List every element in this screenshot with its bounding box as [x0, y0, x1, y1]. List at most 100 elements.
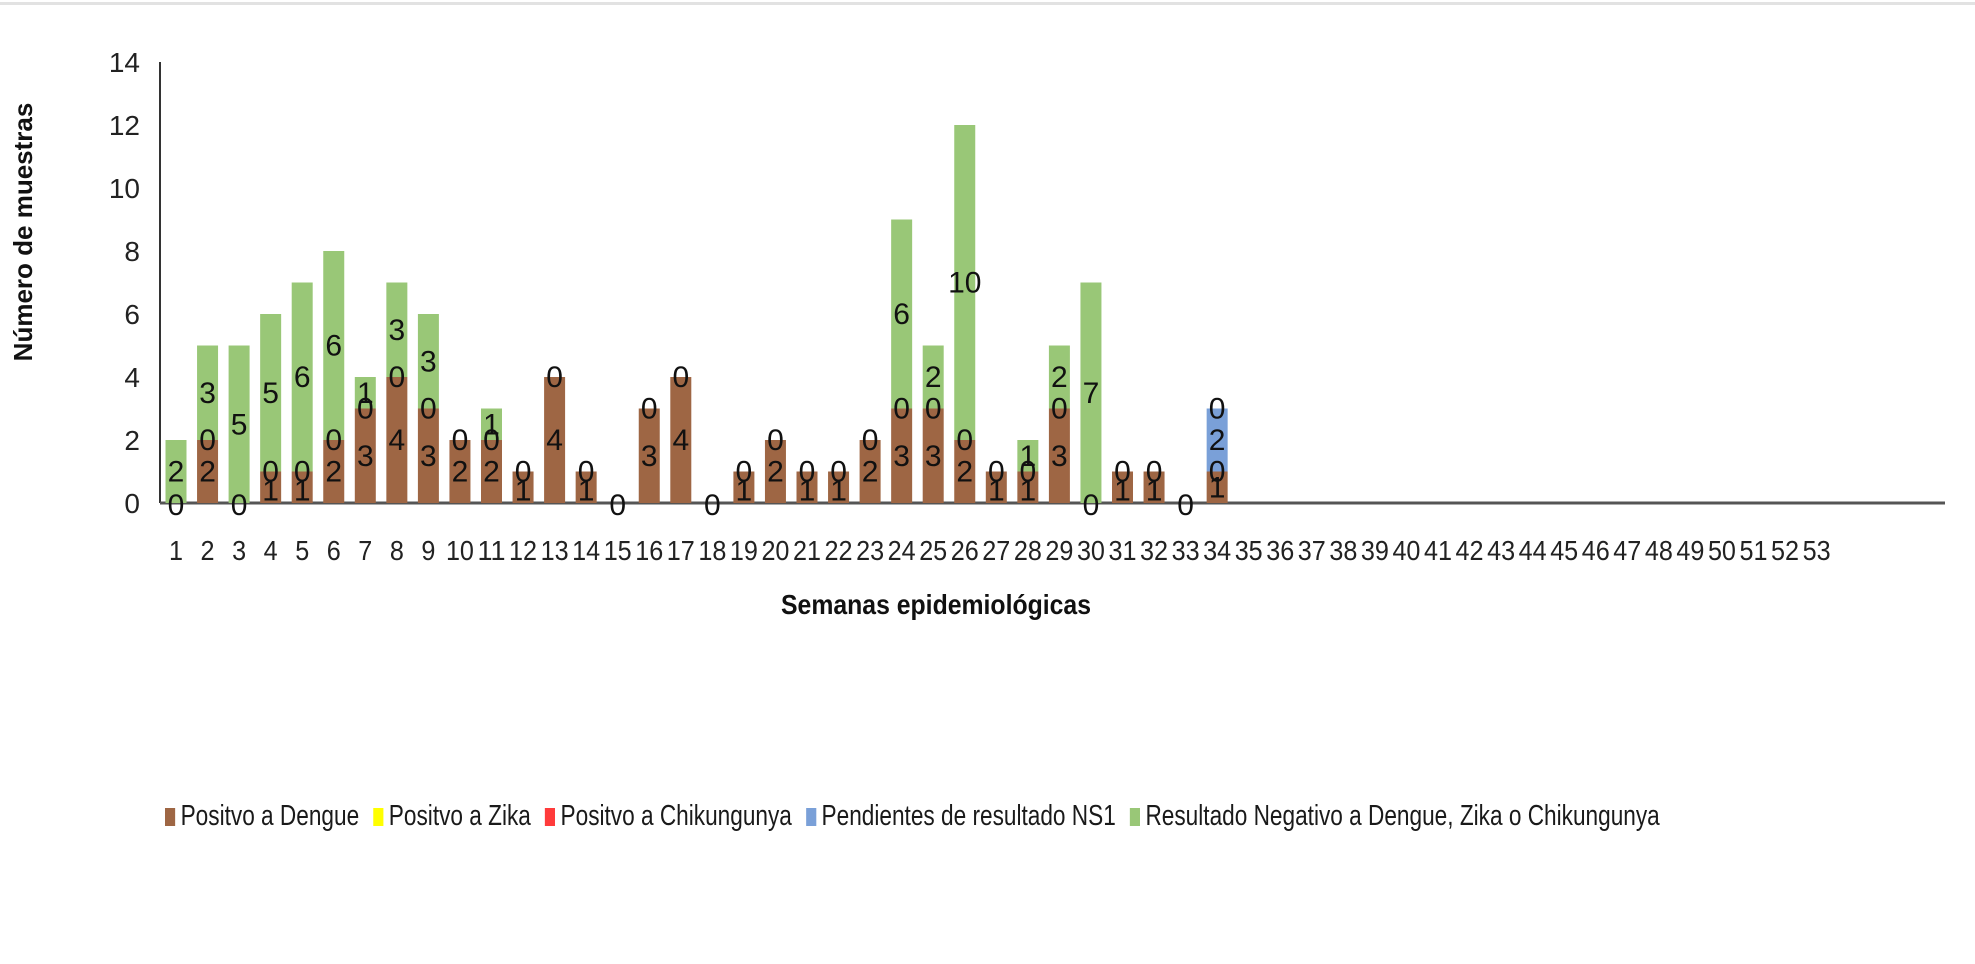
bar-segment	[670, 377, 692, 503]
bar-segment	[512, 471, 534, 503]
data-label: 2	[1209, 424, 1226, 457]
data-label: 1	[515, 474, 532, 507]
bar-segment	[354, 408, 376, 503]
y-axis-title: Número de muestras	[8, 103, 38, 362]
y-tick-label: 6	[124, 299, 140, 330]
bar-segment	[291, 282, 313, 472]
data-label: 6	[325, 330, 342, 363]
data-label: 0	[956, 424, 973, 457]
y-tick-label: 4	[124, 362, 140, 393]
x-tick-label: 20	[761, 535, 789, 566]
bar-segment	[985, 471, 1007, 503]
data-label: 0	[925, 393, 942, 426]
bar-segment	[1143, 471, 1165, 503]
data-label: 1	[799, 474, 816, 507]
data-label: 0	[1177, 489, 1194, 522]
data-label: 0	[893, 393, 910, 426]
data-label: 0	[1051, 393, 1068, 426]
data-label: 2	[483, 456, 500, 489]
data-label: 5	[231, 408, 248, 441]
bar-segment	[260, 314, 282, 472]
x-tick-label: 49	[1676, 535, 1704, 566]
x-tick-label: 19	[730, 535, 758, 566]
x-tick-label: 13	[541, 535, 569, 566]
legend-swatch	[373, 807, 384, 826]
bar-segment	[1206, 408, 1228, 472]
data-label: 0	[294, 456, 311, 489]
x-tick-label: 32	[1140, 535, 1168, 566]
bar-segment	[291, 471, 313, 503]
x-tick-label: 36	[1266, 535, 1294, 566]
bar-segment	[386, 282, 408, 377]
x-tick-label: 29	[1045, 535, 1073, 566]
legend-label: Positvo a Dengue	[180, 800, 360, 832]
data-label: 1	[357, 377, 374, 410]
data-label: 0	[389, 361, 406, 394]
bar-segment	[544, 377, 566, 503]
x-tick-label: 3	[232, 535, 246, 566]
bar-segment	[1206, 471, 1228, 503]
bar-segment	[260, 471, 282, 503]
x-tick-label: 9	[421, 535, 435, 566]
data-label: 3	[420, 345, 437, 378]
x-tick-label: 39	[1361, 535, 1389, 566]
x-tick-label: 50	[1708, 535, 1736, 566]
legend-label: Resultado Negativo a Dengue, Zika o Chik…	[1145, 800, 1660, 832]
data-label: 1	[1209, 471, 1226, 504]
data-label: 4	[672, 424, 689, 457]
x-tick-label: 24	[888, 535, 916, 566]
data-label: 0	[1083, 489, 1100, 522]
x-tick-label: 5	[295, 535, 309, 566]
data-label: 0	[736, 456, 753, 489]
y-tick-label: 12	[109, 110, 140, 141]
data-label: 1	[1020, 474, 1037, 507]
x-tick-label: 11	[478, 535, 506, 566]
data-label: 0	[420, 393, 437, 426]
x-tick-label: 35	[1235, 535, 1263, 566]
x-tick-label: 44	[1519, 535, 1547, 566]
top-border	[0, 2, 1975, 5]
x-tick-label: 53	[1803, 535, 1831, 566]
x-tick-label: 7	[358, 535, 372, 566]
legend-swatch	[805, 807, 817, 826]
data-label: 3	[925, 440, 942, 473]
bar-segment	[197, 345, 219, 440]
data-label: 1	[262, 474, 279, 507]
x-tick-label: 17	[667, 535, 695, 566]
y-tick-label: 2	[124, 425, 140, 456]
bar-segment	[449, 440, 471, 503]
data-label: 2	[325, 456, 342, 489]
x-tick-label: 23	[856, 535, 884, 566]
x-tick-label: 45	[1550, 535, 1578, 566]
legend-label: Positvo a Chikungunya	[560, 800, 792, 832]
data-label: 1	[988, 474, 1005, 507]
bar-segment	[891, 219, 913, 409]
data-label: 0	[988, 456, 1005, 489]
bar-segment	[828, 471, 850, 503]
data-label: 7	[1083, 377, 1100, 410]
data-label: 3	[420, 440, 437, 473]
data-label: 4	[389, 424, 406, 457]
bar-segment	[323, 440, 345, 503]
bar-segment	[1048, 345, 1070, 409]
data-label: 1	[736, 474, 753, 507]
data-label: 3	[893, 440, 910, 473]
data-label: 0	[609, 489, 626, 522]
data-label: 4	[546, 424, 563, 457]
data-label: 2	[925, 361, 942, 394]
x-tick-label: 33	[1172, 535, 1200, 566]
data-label: 0	[672, 361, 689, 394]
data-label: 1	[1146, 474, 1163, 507]
bar-segment	[323, 251, 345, 440]
data-label: 2	[862, 456, 879, 489]
data-label: 2	[168, 456, 185, 489]
x-tick-label: 38	[1329, 535, 1357, 566]
x-tick-label: 47	[1613, 535, 1641, 566]
data-label: 2	[1051, 361, 1068, 394]
legend-item: Positvo a Dengue	[165, 800, 359, 833]
bar-segment	[638, 408, 660, 503]
data-label: 0	[704, 489, 721, 522]
bar-segment	[733, 471, 755, 503]
data-label: 2	[767, 456, 784, 489]
x-tick-label: 15	[604, 535, 632, 566]
